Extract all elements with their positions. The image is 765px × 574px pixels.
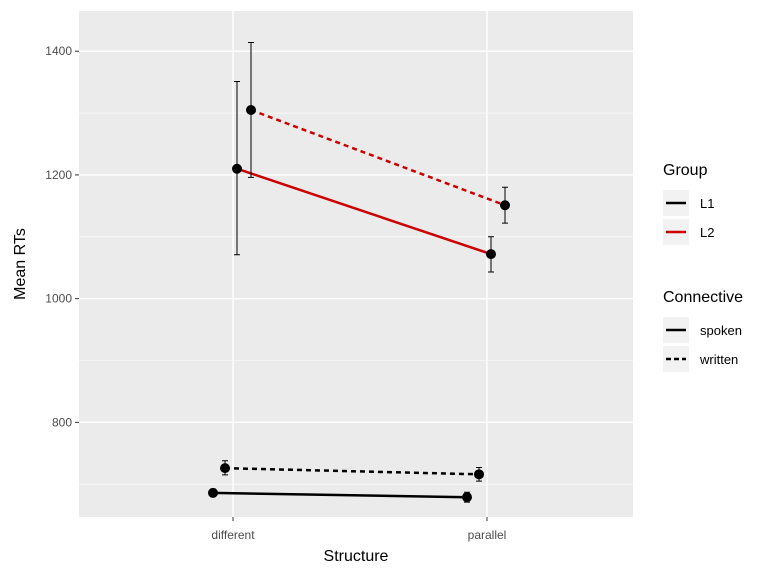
series-line-l2-spoken	[236, 167, 492, 256]
y-axis-title: Mean RTs	[12, 228, 29, 300]
data-point	[246, 104, 256, 115]
x-axis-title: Structure	[324, 548, 389, 565]
series-line-l1-spoken	[212, 491, 468, 499]
legend: Group L1 L2 Connective spoken written	[663, 162, 743, 372]
data-point	[220, 463, 230, 474]
legend-label: spoken	[700, 323, 742, 338]
x-axis-ticks: different parallel	[211, 517, 506, 542]
legend-label: written	[699, 352, 738, 367]
y-tick-label: 1400	[45, 44, 72, 58]
legend-title: Group	[663, 162, 708, 179]
y-axis-ticks: 800 1000 1200 1400	[45, 44, 79, 429]
data-points	[208, 104, 510, 503]
series-lines	[212, 108, 506, 499]
data-point	[462, 492, 472, 503]
data-point	[474, 469, 484, 480]
data-point	[232, 163, 242, 174]
gridlines	[79, 11, 633, 517]
series-line-l1-written	[224, 466, 480, 476]
legend-label: L1	[700, 196, 714, 211]
legend-label: L2	[700, 225, 714, 240]
data-point	[208, 487, 218, 498]
legend-title: Connective	[663, 289, 743, 306]
y-tick-label: 1200	[45, 168, 72, 182]
x-tick-label: parallel	[468, 528, 507, 542]
x-tick-label: different	[211, 528, 255, 542]
y-tick-label: 1000	[45, 292, 72, 306]
panel-background	[79, 11, 633, 517]
series-line-l2-written	[250, 108, 506, 207]
y-tick-label: 800	[52, 415, 72, 429]
data-point	[486, 249, 496, 260]
data-point	[500, 200, 510, 211]
